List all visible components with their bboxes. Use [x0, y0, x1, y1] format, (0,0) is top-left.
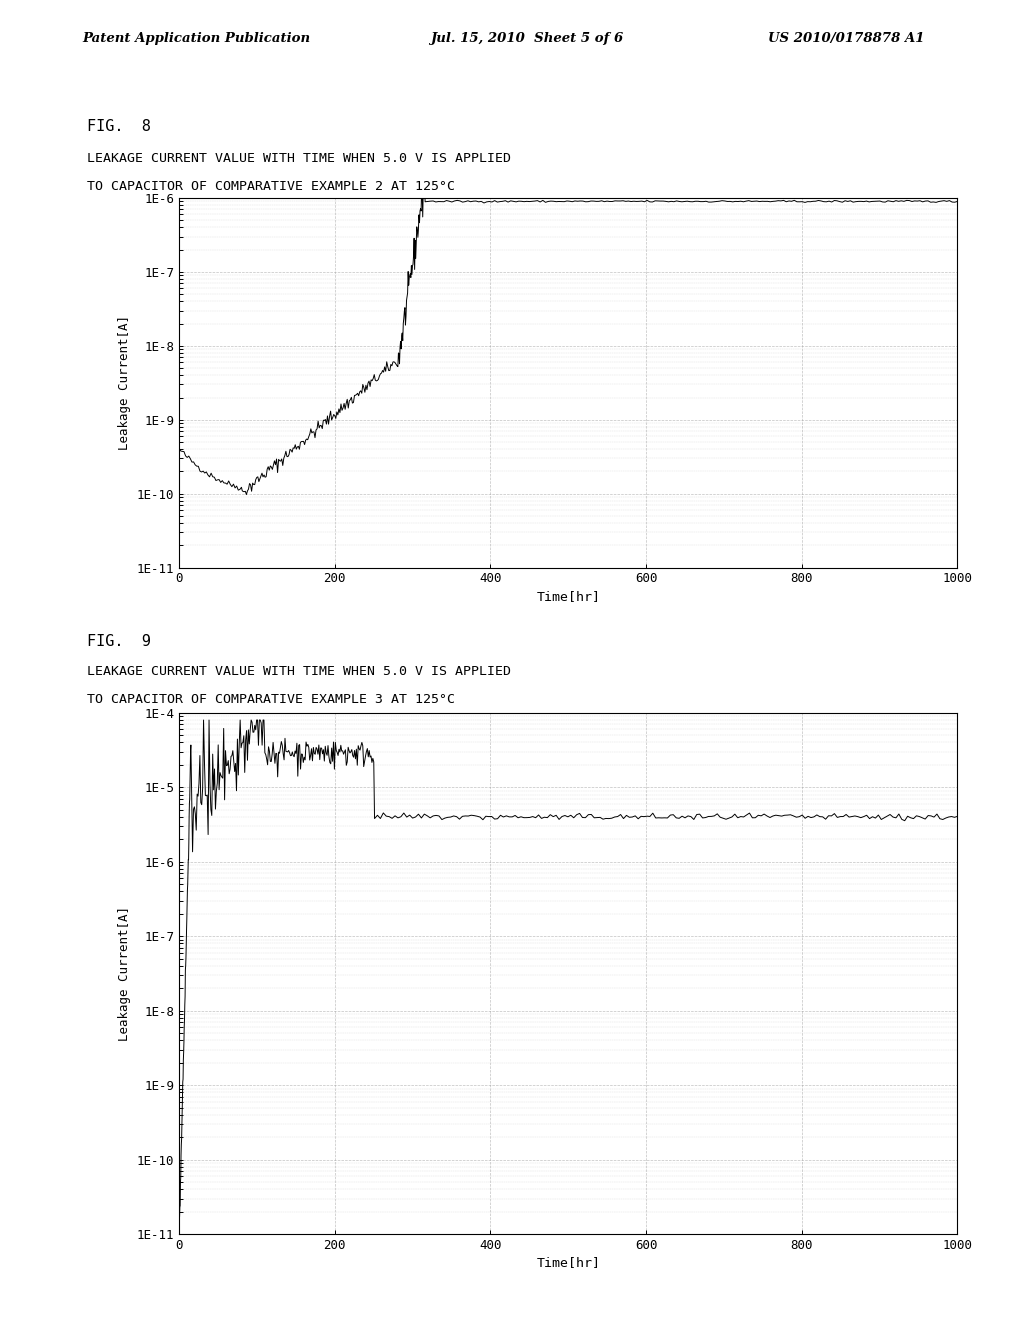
- Text: LEAKAGE CURRENT VALUE WITH TIME WHEN 5.0 V IS APPLIED: LEAKAGE CURRENT VALUE WITH TIME WHEN 5.0…: [87, 665, 511, 678]
- Text: FIG.  8: FIG. 8: [87, 119, 151, 133]
- X-axis label: Time[hr]: Time[hr]: [537, 590, 600, 603]
- Y-axis label: Leakage Current[A]: Leakage Current[A]: [119, 315, 131, 450]
- Text: TO CAPACITOR OF COMPARATIVE EXAMPLE 2 AT 125°C: TO CAPACITOR OF COMPARATIVE EXAMPLE 2 AT…: [87, 180, 455, 193]
- Text: US 2010/0178878 A1: US 2010/0178878 A1: [768, 32, 925, 45]
- Text: Jul. 15, 2010  Sheet 5 of 6: Jul. 15, 2010 Sheet 5 of 6: [430, 32, 624, 45]
- X-axis label: Time[hr]: Time[hr]: [537, 1257, 600, 1270]
- Text: LEAKAGE CURRENT VALUE WITH TIME WHEN 5.0 V IS APPLIED: LEAKAGE CURRENT VALUE WITH TIME WHEN 5.0…: [87, 152, 511, 165]
- Text: TO CAPACITOR OF COMPARATIVE EXAMPLE 3 AT 125°C: TO CAPACITOR OF COMPARATIVE EXAMPLE 3 AT…: [87, 693, 455, 706]
- Text: FIG.  9: FIG. 9: [87, 634, 151, 648]
- Y-axis label: Leakage Current[A]: Leakage Current[A]: [119, 906, 131, 1041]
- Text: Patent Application Publication: Patent Application Publication: [82, 32, 310, 45]
